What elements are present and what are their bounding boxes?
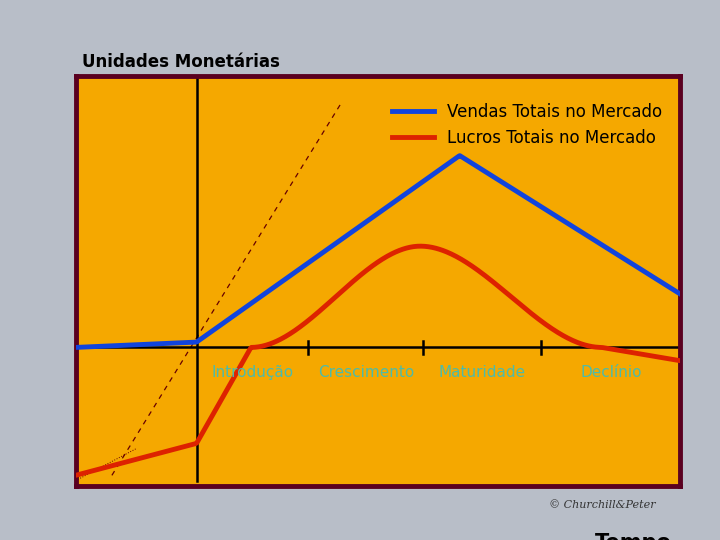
Legend: Vendas Totais no Mercado, Lucros Totais no Mercado: Vendas Totais no Mercado, Lucros Totais … bbox=[386, 96, 669, 154]
Text: Crescimento: Crescimento bbox=[318, 364, 414, 380]
Text: Declínio: Declínio bbox=[580, 364, 642, 380]
Text: Tempo: Tempo bbox=[595, 533, 671, 540]
Text: Unidades Monetárias: Unidades Monetárias bbox=[81, 53, 279, 71]
Text: Introdução: Introdução bbox=[212, 364, 294, 380]
Text: Maturidade: Maturidade bbox=[438, 364, 526, 380]
Text: © Churchill&Peter: © Churchill&Peter bbox=[549, 500, 655, 510]
